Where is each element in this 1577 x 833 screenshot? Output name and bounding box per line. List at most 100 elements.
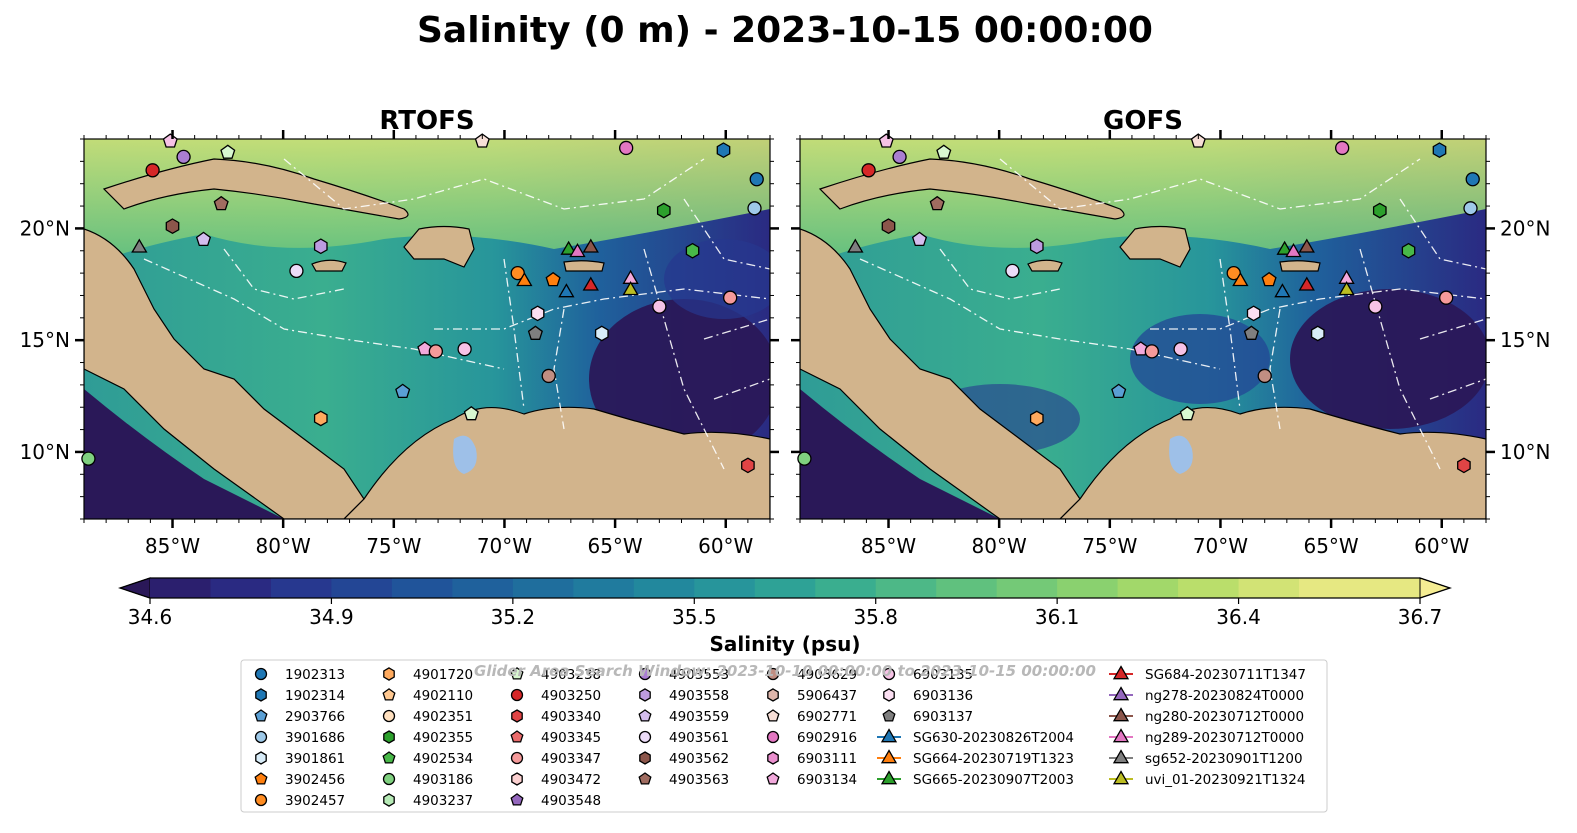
float-marker-25 (1274, 283, 1291, 298)
float-marker-33 (1133, 341, 1149, 356)
legend-label: sg652-20230901T1200 (1145, 751, 1303, 767)
lon-ticks-gofs: 85°W 80°W 75°W 70°W 65°W 60°W (796, 130, 1490, 558)
legend-marker (766, 709, 780, 722)
jamaica-land (1027, 259, 1063, 272)
legend-label: 4903472 (541, 772, 601, 788)
float-marker-11 (474, 133, 490, 148)
float-marker-12 (619, 140, 634, 156)
legend-marker (1112, 665, 1130, 680)
float-marker-39 (463, 405, 479, 421)
colorbar-cell (1299, 578, 1361, 598)
legend-item-4903629: 4903629 (766, 667, 857, 683)
float-marker-18 (723, 290, 738, 305)
legend-marker (1112, 749, 1130, 764)
legend-label: 3901861 (285, 751, 345, 767)
legend-marker (510, 751, 524, 765)
colorbar-tick-label-34-9: 34.9 (309, 605, 354, 629)
colorbar-cell (573, 578, 635, 598)
hispaniola-land (1119, 225, 1191, 268)
colorbar-cell (754, 578, 816, 598)
colorbar-ticks: 34.6 34.9 35.2 35.5 35.8 36.1 36.4 36.7 (128, 598, 1443, 629)
legend-item-4903237: 4903237 (383, 793, 473, 809)
colorbar-cell (331, 578, 393, 598)
legend-marker (382, 709, 396, 723)
float-marker-29 (652, 299, 667, 314)
float-marker-26 (582, 276, 599, 291)
legend-label: 4903558 (669, 688, 729, 704)
legend-label: 6902771 (797, 709, 857, 725)
float-marker-8 (911, 231, 928, 247)
legend-item-4903561: 4903561 (638, 730, 729, 746)
legend-item-sg684-20230711t1347: SG684-20230711T1347 (1109, 665, 1306, 683)
legend-label: 3902456 (285, 772, 345, 788)
float-marker-24 (582, 238, 599, 253)
float-marker-32 (1310, 325, 1325, 342)
legend-item-2903766: 2903766 (254, 709, 345, 725)
lake-maracaibo (1169, 435, 1193, 474)
float-marker-20 (1232, 272, 1249, 287)
lat-tick-label-20-n: 20°N (20, 216, 70, 240)
colorbar-tick-label-35-8: 35.8 (853, 605, 898, 629)
legend-item-6902771: 6902771 (766, 709, 857, 725)
legend-item-ng278-20230824t0000: ng278-20230824T0000 (1109, 686, 1304, 704)
legend-marker (254, 772, 268, 785)
float-marker-29 (1368, 299, 1383, 314)
legend-item-4903563: 4903563 (638, 772, 729, 788)
eez-boundaries (859, 158, 1486, 470)
legend-marker (383, 667, 395, 681)
legend-item-4902110: 4902110 (382, 688, 473, 704)
legend-label: 4903629 (797, 667, 857, 683)
legend-item-sg652-20230901t1200: sg652-20230901T1200 (1109, 749, 1303, 767)
float-marker-5 (929, 195, 945, 211)
legend-marker (382, 751, 396, 764)
eez-boundaries (143, 158, 770, 470)
panel-title-rtofs: RTOFS (379, 106, 474, 136)
legend-marker (511, 709, 523, 723)
float-marker-5 (213, 195, 229, 211)
south-america-land (1059, 406, 1486, 519)
cuba-land (102, 158, 409, 220)
colorbar: 34.6 34.9 35.2 35.5 35.8 36.1 36.4 36.7 Salinit… (118, 577, 1452, 656)
float-marker-41 (1457, 457, 1471, 474)
colorbar-cell (1178, 578, 1240, 598)
float-marker-30 (530, 305, 545, 322)
float-marker-31 (1243, 325, 1259, 340)
float-marker-35 (457, 341, 472, 357)
puerto-rico-land (563, 260, 605, 272)
float-marker-7 (131, 238, 148, 253)
colorbar-cell (694, 578, 756, 598)
legend-marker (638, 730, 652, 744)
lon-tick-label-85-w: 85°W (861, 534, 916, 558)
legend-label: ng289-20230712T0000 (1145, 730, 1304, 746)
colorbar-tick-label-36-7: 36.7 (1398, 605, 1443, 629)
legend: 1902313 1902314 2903766 3901686 3901861 39024… (240, 659, 1328, 813)
legend-item-ng289-20230712t0000: ng289-20230712T0000 (1109, 728, 1304, 746)
float-marker-1 (145, 163, 160, 178)
legend-item-sg630-20230826t2004: SG630-20230826T2004 (877, 728, 1074, 746)
legend-label: 6903111 (797, 751, 857, 767)
float-marker-25 (558, 283, 575, 298)
low-salinity-eddy (1290, 289, 1486, 429)
legend-label: 4903559 (669, 709, 729, 725)
float-marker-36 (541, 368, 556, 384)
legend-label: 4902351 (413, 709, 473, 725)
float-marker-3 (176, 149, 191, 165)
map-frame (799, 138, 1487, 520)
legend-item-4903548: 4903548 (510, 793, 601, 809)
legend-label: 6903136 (913, 688, 973, 704)
float-marker-10 (1005, 263, 1020, 279)
float-marker-22 (1276, 240, 1293, 255)
float-marker-6 (165, 218, 180, 235)
colorbar-cell (875, 578, 937, 598)
legend-item-1902313: 1902313 (254, 667, 345, 683)
legend-marker (766, 730, 780, 744)
legend-item-6903134: 6903134 (766, 772, 857, 788)
legend-item-4901720: 4901720 (383, 667, 473, 683)
float-marker-10 (289, 263, 304, 279)
colorbar-cell (633, 578, 695, 598)
colorbar-tick-label-36-4: 36.4 (1216, 605, 1261, 629)
legend-label: 6903137 (913, 709, 973, 725)
lon-tick-label-60-w: 60°W (1414, 534, 1469, 558)
legend-marker (882, 709, 896, 722)
map-panel-rtofs: RTOFS (20, 106, 779, 558)
